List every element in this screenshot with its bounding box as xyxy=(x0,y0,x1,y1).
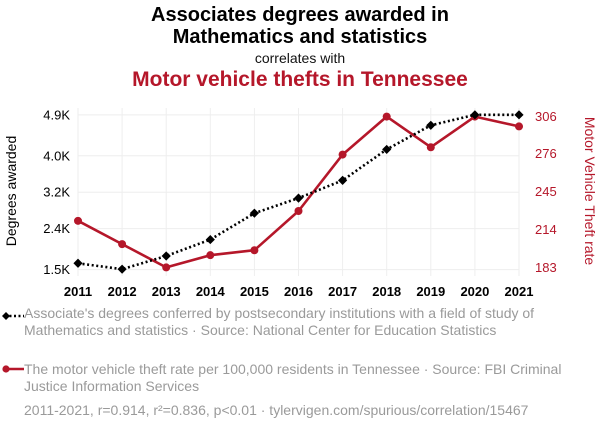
left-axis-ticks: 1.5K 2.4K 3.2K 4.0K 4.9K xyxy=(43,107,70,277)
series1-point xyxy=(293,193,304,203)
right-axis-tick-label: 245 xyxy=(535,184,557,199)
left-axis-label: Degrees awarded xyxy=(3,136,19,247)
x-axis-tick-label: 2018 xyxy=(372,284,401,299)
legend-series1-text: Associate's degrees conferred by postsec… xyxy=(24,305,535,338)
series2-point xyxy=(250,246,259,255)
chart-title-line1: Associates degrees awarded in xyxy=(151,4,449,26)
right-axis-label: Motor Vehicle Theft rate xyxy=(582,117,598,266)
series1-point xyxy=(382,144,392,155)
series1-point xyxy=(470,110,480,120)
x-axis-tick-label: 2013 xyxy=(152,284,181,299)
chart-title-line2: Mathematics and statistics xyxy=(172,26,428,48)
series2-point xyxy=(426,143,435,152)
x-axis-tick-label: 2019 xyxy=(416,284,445,299)
x-axis-tick-label: 2017 xyxy=(328,284,357,299)
legend-swatch-series2 xyxy=(2,365,24,373)
left-axis-tick-label: 2.4K xyxy=(43,221,70,236)
chart-plot: 1.5K 2.4K 3.2K 4.0K 4.9K 183 214 245 276 306 201… xyxy=(3,107,598,299)
series2-point xyxy=(206,251,215,260)
series2-point xyxy=(338,150,347,159)
left-axis-tick-label: 4.9K xyxy=(43,107,70,122)
series2-point xyxy=(515,122,523,131)
series1-point xyxy=(205,234,215,245)
series1-point xyxy=(161,251,171,261)
x-axis-tick-label: 2011 xyxy=(64,284,92,299)
series2-point xyxy=(382,112,391,121)
chart-title-secondary: Motor vehicle thefts in Tennessee xyxy=(132,68,468,91)
series2-point xyxy=(294,207,303,216)
x-axis-tick-label: 2021 xyxy=(505,284,534,299)
series1-point xyxy=(426,120,436,130)
x-axis-ticks: 2011 2012 2013 2014 2015 2016 2017 2018 2019 2020… xyxy=(64,284,534,299)
series1-point xyxy=(73,258,83,268)
left-axis-tick-label: 1.5K xyxy=(43,262,70,277)
x-axis-tick-label: 2014 xyxy=(196,284,226,299)
series-layer xyxy=(73,110,524,274)
chart-footer: 2011-2021, r=0.914, r²=0.836, p<0.01 · t… xyxy=(24,402,529,418)
series1-point xyxy=(249,208,259,218)
x-axis-tick-label: 2012 xyxy=(108,284,137,299)
x-axis-tick-label: 2015 xyxy=(240,284,269,299)
right-axis-tick-label: 214 xyxy=(535,222,557,237)
x-axis-tick-label: 2016 xyxy=(284,284,313,299)
series2-point xyxy=(118,240,127,249)
right-axis-ticks: 183 214 245 276 306 xyxy=(535,109,557,275)
series2-point xyxy=(162,263,171,272)
right-axis-tick-label: 183 xyxy=(535,260,557,275)
right-axis-tick-label: 306 xyxy=(535,109,557,124)
chart-subtitle: correlates with xyxy=(254,50,346,66)
left-axis-tick-label: 3.2K xyxy=(43,185,70,200)
legend-swatch-series1 xyxy=(2,312,24,320)
legend-circle-marker xyxy=(2,365,10,373)
x-axis-tick-label: 2020 xyxy=(460,284,489,299)
legend-series2-text: The motor vehicle theft rate per 100,000… xyxy=(24,361,562,394)
series1-point xyxy=(514,110,524,120)
left-axis-tick-label: 4.0K xyxy=(43,148,70,163)
series1-point xyxy=(338,175,348,185)
right-axis-tick-label: 276 xyxy=(535,146,557,161)
series2-point xyxy=(74,216,82,225)
legend-diamond-marker xyxy=(2,312,10,320)
series1-point xyxy=(117,264,127,274)
